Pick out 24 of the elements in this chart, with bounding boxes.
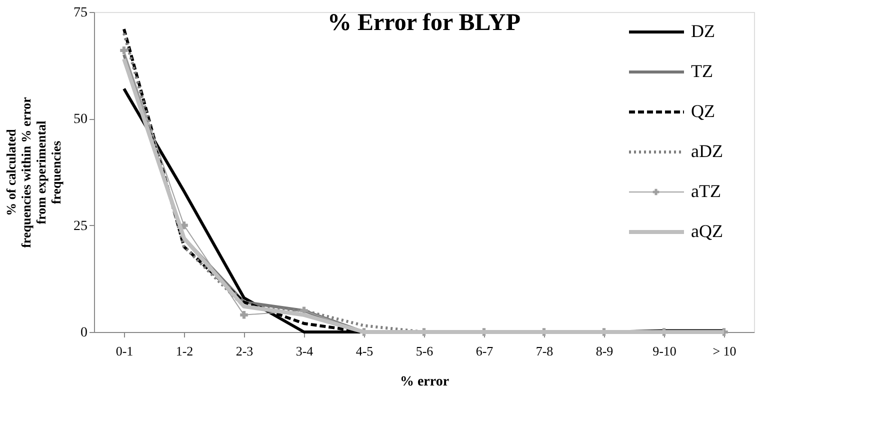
y-axis-title: % of calculated frequencies within % error from experimental frequencies	[4, 96, 64, 248]
legend-label: TZ	[691, 61, 713, 81]
chart-title: % Error for BLYP	[327, 10, 521, 36]
x-tick-label: 2-3	[236, 344, 254, 358]
y-tick-label: 50	[74, 112, 88, 128]
x-tick-label: > 10	[712, 344, 736, 358]
x-axis-title: % error	[400, 374, 450, 390]
x-tick-label: 0-1	[116, 344, 134, 358]
x-tick-label: 9-10	[652, 344, 676, 358]
x-tick-label: 3-4	[296, 344, 314, 358]
x-tick-label: 8-9	[596, 344, 614, 358]
x-tick-label: 4-5	[356, 344, 374, 358]
x-tick-label: 6-7	[476, 344, 494, 358]
legend-label: aDZ	[691, 141, 723, 161]
y-tick-label: 75	[74, 6, 88, 20]
legend-label: DZ	[691, 21, 715, 41]
legend-label: QZ	[691, 101, 715, 121]
x-tick-label: 7-8	[536, 344, 554, 358]
x-tick-label: 1-2	[176, 344, 194, 358]
legend-label: aTZ	[691, 181, 721, 201]
y-tick-label: 0	[80, 326, 88, 340]
x-tick-label: 5-6	[416, 344, 434, 358]
legend-label: aQZ	[691, 221, 723, 241]
y-tick-label: 25	[74, 218, 88, 234]
